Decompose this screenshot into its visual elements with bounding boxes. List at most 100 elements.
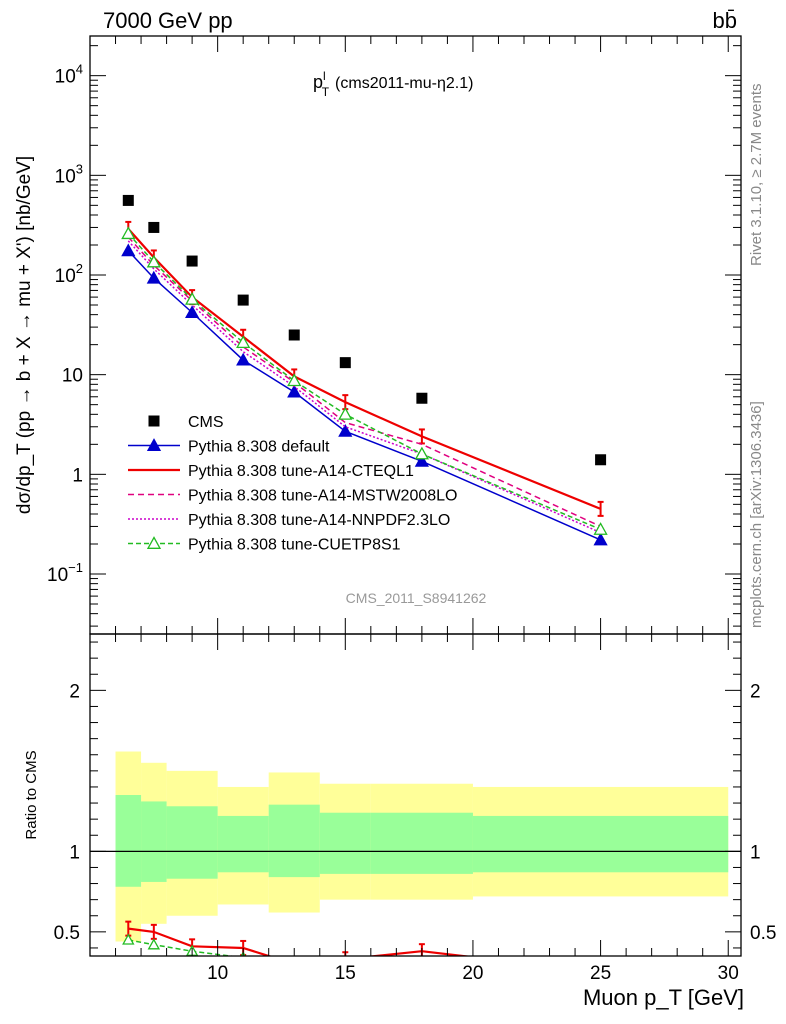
y-tick-label: 102: [55, 261, 83, 287]
y-axis-label: dσ/dp_T (pp → b + X → mu + X') [nb/GeV]: [14, 156, 35, 514]
marker-triangle: [417, 965, 427, 974]
series-pythia-8-308-tune-a14-mstw2008lo: [127, 236, 601, 528]
series-line: [127, 233, 601, 531]
marker-triangle: [146, 536, 162, 549]
series-pythia-8-308-default: [121, 243, 608, 546]
y-tick-label: 104: [55, 62, 83, 88]
marker-triangle: [414, 453, 429, 467]
ratio-pythia-8-308-tune-cuetp8s1: [122, 933, 427, 974]
marker-square: [148, 221, 160, 233]
series-line: [127, 250, 601, 541]
band-bin: [370, 812, 473, 874]
legend-label: Pythia 8.308 tune-CUETP8S1: [188, 537, 401, 554]
marker-square: [122, 194, 134, 206]
energy-label: 7000 GeV pp: [103, 8, 233, 33]
analysis-id: CMS_2011_S8941262: [346, 590, 487, 606]
legend-label: Pythia 8.308 tune-A14-NNPDF2.3LO: [188, 512, 450, 529]
marker-triangle: [122, 933, 135, 945]
title-var: p: [313, 72, 323, 92]
marker-triangle: [236, 335, 251, 348]
ratio-y-tick-label: 0.5: [54, 923, 80, 944]
ratio-y-tick-label: 2: [69, 681, 80, 702]
x-tick-label: 20: [462, 963, 483, 984]
marker-triangle: [289, 959, 299, 968]
band-bin: [319, 812, 371, 874]
process-label: bb̄: [713, 8, 737, 33]
series-cms-data: [122, 194, 607, 466]
title-rest: (cms2011-mu-η2.1): [335, 75, 473, 92]
main-axis-ticks: 10−1 1 10 102 103 104: [47, 36, 741, 634]
ratio-plot-frame: [89, 633, 742, 957]
marker-square: [339, 357, 351, 369]
ratio-y-label: Ratio to CMS: [23, 750, 40, 839]
marker-square: [186, 255, 198, 267]
marker-triangle: [414, 446, 429, 460]
mcplots-label: mcplots.cern.ch [arXiv:1306.3436]: [748, 401, 765, 628]
ratio-plot-content: [90, 751, 741, 974]
marker-triangle: [146, 270, 161, 284]
ratio-y-tick-label-right: 1: [750, 842, 761, 863]
x-tick-label: 30: [718, 963, 739, 984]
legend: CMS Pythia 8.308 default Pythia 8.308 tune…: [128, 414, 457, 554]
band-bin: [472, 815, 729, 873]
title-sub: T: [322, 85, 330, 99]
marker-triangle: [593, 532, 608, 546]
ratio-y-tick-label: 1: [69, 842, 80, 863]
legend-label: CMS: [188, 414, 224, 431]
marker-triangle: [287, 384, 302, 398]
marker-triangle: [236, 352, 251, 366]
series-pythia-8-308-tune-cuetp8s1: [121, 226, 608, 535]
marker-triangle: [121, 243, 136, 257]
main-title: pl T (cms2011-mu-η2.1): [313, 69, 473, 99]
x-tick-label: 10: [207, 963, 228, 984]
legend-entry: Pythia 8.308 default: [128, 438, 330, 456]
marker-triangle: [338, 423, 353, 437]
marker-triangle: [146, 254, 161, 268]
marker-triangle: [121, 226, 136, 240]
marker-square: [288, 329, 300, 341]
title-sup: l: [323, 69, 326, 83]
ratio-y-tick-label-right: 0.5: [750, 923, 776, 944]
ratio-y-tick-label-right: 2: [750, 681, 761, 702]
y-tick-label: 1: [72, 465, 83, 486]
uncertainty-band-inner: [115, 795, 729, 887]
band-bin: [115, 795, 142, 887]
band-bin: [217, 815, 269, 873]
ratio-line: [128, 939, 237, 956]
marker-square: [595, 454, 607, 466]
main-plot-content: [121, 194, 608, 546]
ratio-line: [128, 927, 473, 956]
ratio-series: [122, 920, 473, 974]
main-plot-panel: 10−1 1 10 102 103 104 pl T (cms2011-mu-η2.1) CM…: [14, 35, 742, 635]
marker-triangle: [147, 938, 161, 950]
series-line: [127, 236, 601, 528]
y-tick-label: 103: [55, 161, 83, 187]
band-bin: [268, 804, 320, 878]
band-bin: [141, 801, 167, 882]
series-line: [127, 228, 602, 510]
marker-square: [416, 392, 428, 404]
band-bin: [166, 806, 218, 879]
marker-triangle: [338, 406, 353, 420]
legend-entry: Pythia 8.308 tune-A14-MSTW2008LO: [128, 488, 457, 505]
legend-entry: Pythia 8.308 tune-CUETP8S1: [128, 536, 401, 554]
legend-label: Pythia 8.308 tune-A14-MSTW2008LO: [188, 488, 457, 505]
marker-triangle: [185, 291, 200, 305]
x-tick-label: 15: [335, 963, 356, 984]
ratio-pythia-8-308-tune-a14-cteql1: [125, 920, 473, 956]
y-tick-label: 10−1: [47, 560, 83, 586]
rivet-label: Rivet 3.1.10, ≥ 2.7M events: [748, 84, 765, 267]
x-tick-label: 25: [590, 963, 611, 984]
y-tick-label: 10: [62, 366, 83, 387]
legend-label: Pythia 8.308 tune-A14-CTEQL1: [188, 463, 414, 480]
marker-square: [148, 415, 160, 427]
marker-triangle: [593, 522, 608, 535]
marker-square: [237, 294, 249, 306]
ratio-plot-panel: 0.5 0.5 1 1 2 2 10 15 20 25 30 Ratio to CMS Muon p…: [23, 633, 776, 1010]
ratio-axis-ticks: 0.5 0.5 1 1 2 2 10 15 20 25 30: [54, 634, 776, 984]
x-axis-label: Muon p_T [GeV]: [583, 985, 744, 1010]
legend-entry: CMS: [148, 414, 224, 431]
legend-label: Pythia 8.308 default: [188, 439, 330, 456]
marker-triangle: [146, 438, 162, 451]
